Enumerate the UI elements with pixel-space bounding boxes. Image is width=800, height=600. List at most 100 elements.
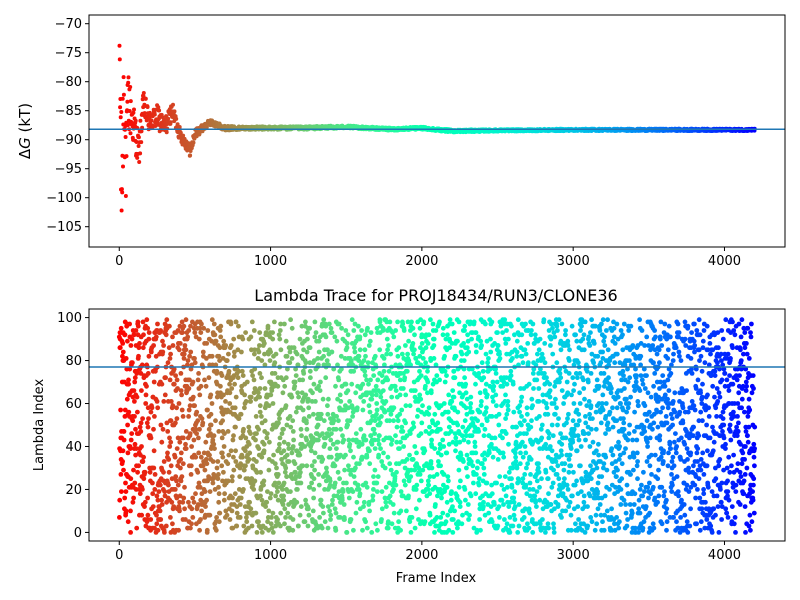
lambda-point [438,515,444,520]
lambda-point [290,527,296,533]
lambda-point [181,435,186,441]
lambda-point [523,482,529,488]
lambda-point [150,504,156,509]
lambda-point [256,519,261,525]
lambda-point [366,343,372,348]
lambda-point [162,530,167,535]
lambda-point [369,392,375,398]
lambda-point [122,332,128,338]
lambda-point [229,386,235,391]
lambda-point [359,328,364,333]
lambda-point [126,377,131,383]
lambda-point [208,392,214,398]
lambda-point [411,351,416,357]
lambda-point [473,491,479,497]
lambda-point [409,515,415,520]
lambda-point [490,379,496,385]
lambda-point [146,353,152,359]
lambda-point [481,465,487,471]
lambda-point [456,467,462,473]
lambda-point [179,474,185,479]
lambda-point [216,519,222,525]
lambda-point [195,377,201,383]
delta-g-point [132,107,136,112]
lambda-point [318,379,323,385]
lambda-point [261,441,267,447]
lambda-point [293,409,299,415]
lambda-point [339,325,344,331]
lambda-point [311,411,316,417]
lambda-point [356,353,362,359]
lambda-point [269,515,274,520]
lambda-point [332,506,338,512]
lambda-point [528,457,534,462]
lambda-point [466,349,472,355]
lambda-point [334,446,339,451]
lambda-point [350,414,355,419]
lambda-point [200,349,206,355]
lambda-point [217,328,223,333]
lambda-point [405,351,410,357]
lambda-point [226,351,231,357]
lambda-point [324,465,329,471]
lambda-point [257,394,262,400]
lambda-point [252,478,258,484]
delta-g-point [126,75,131,80]
lambda-point [412,332,417,338]
lambda-point [346,437,352,443]
lambda-point [282,469,288,475]
lambda-point [495,523,501,529]
lambda-point [454,493,460,499]
lambda-point [307,325,312,331]
lambda-point [232,491,238,497]
lambda-point [376,452,382,458]
lambda-point [209,353,215,359]
lambda-point [312,450,318,456]
lambda-point [336,377,342,383]
lambda-point [425,487,431,492]
lambda-point [207,452,212,458]
lambda-point [351,527,356,533]
lambda-point [261,448,267,454]
delta-g-point [191,140,196,145]
lambda-point [302,519,308,525]
lambda-point [227,390,233,396]
lambda-point [449,489,454,494]
lambda-point [447,317,453,323]
lambda-point [519,414,524,419]
lambda-point [151,465,157,471]
lambda-point [429,429,435,434]
lambda-point [532,332,538,338]
y-tick-label: −85 [55,104,82,119]
lambda-point [165,360,171,366]
lambda-point [177,508,182,514]
lambda-point [268,349,273,355]
lambda-point [511,512,517,518]
lambda-point [163,332,169,338]
lambda-point [520,476,526,482]
lambda-point [326,321,332,327]
lambda-point [534,377,540,383]
lambda-point [512,517,518,522]
lambda-point [524,411,530,417]
lambda-point [326,396,331,402]
lambda-point [496,422,502,428]
lambda-point [486,450,492,456]
lambda-point [231,467,237,473]
lambda-point [326,426,332,432]
lambda-point [425,478,431,484]
lambda-point [457,499,463,505]
lambda-point [374,392,379,398]
lambda-point [131,467,136,473]
lambda-point [202,377,207,383]
lambda-point [379,459,385,464]
lambda-point [142,469,148,475]
lambda-point [294,499,300,505]
lambda-point [210,437,216,443]
lambda-point [397,392,403,398]
lambda-point [166,482,171,488]
lambda-point [381,368,387,374]
lambda-point [387,319,393,325]
lambda-point [289,325,295,331]
